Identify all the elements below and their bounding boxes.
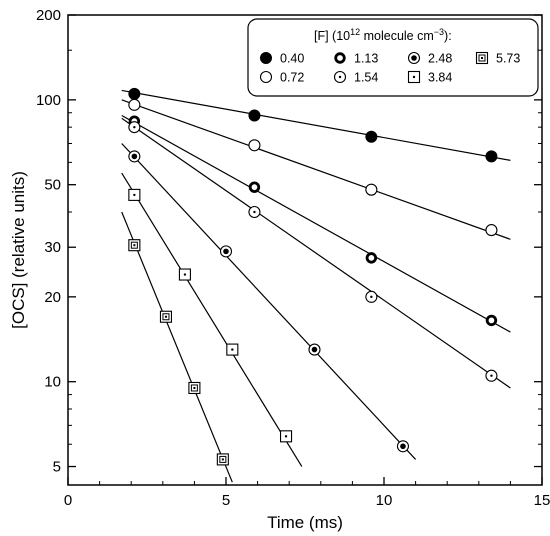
x-axis: 0 5 10 15 [64,477,550,509]
data-point-s4-2 [248,205,261,219]
y-tick-label: 30 [44,239,61,256]
data-point-s2-3 [365,183,378,196]
y-axis-label: [OCS] (relative units) [9,171,28,329]
data-point-s4-1 [128,121,141,134]
data-point-s3-2 [248,181,261,193]
legend-title-prefix: [F] (10 [314,29,350,43]
y-tick-label: 10 [44,374,61,391]
y-tick-label: 100 [36,92,61,109]
y-axis: 5 10 20 30 50 100 200 [36,7,542,476]
data-point-s2-2 [248,139,261,152]
data-point-s5-1 [128,150,141,163]
legend-label-5: 2.48 [428,52,452,66]
data-point-s1-4 [485,150,498,163]
data-point-s1-2 [248,109,261,122]
fit-line-7 [121,211,233,483]
fit-line-1 [121,89,511,161]
y-tick-label: 50 [44,177,61,194]
y-tick-label: 200 [36,7,61,24]
legend-label-7: 5.73 [496,52,520,66]
fit-lines [121,89,511,483]
data-point-s1-1 [128,87,141,100]
data-point-s6-1 [128,188,141,201]
legend-label-3: 1.13 [354,52,378,66]
x-tick-label: 10 [376,492,393,509]
fit-line-3 [121,114,511,333]
data-point-s7-3 [188,381,201,395]
data-point-s3-4 [485,314,498,327]
data-point-s1-3 [365,130,378,143]
x-axis-label: Time (ms) [267,513,343,532]
legend-label-1: 0.40 [280,52,304,66]
data-markers [128,87,498,466]
data-point-s6-4 [279,430,293,443]
legend-marker-3 [334,52,346,64]
y-tick-label: 20 [44,289,61,306]
legend: [F] (1012 molecule cm−3): 0.40 0.72 1.13 1.… [247,18,539,97]
fit-line-6 [121,172,303,467]
fit-line-2 [121,99,511,240]
legend-marker-2 [259,70,273,84]
legend-items: 0.40 0.72 1.13 1.54 2.48 3.84 5.73 [259,51,520,85]
legend-marker-5 [407,51,421,65]
data-point-s6-2 [178,268,191,281]
legend-title-sup1: 12 [350,27,360,37]
fit-line-4 [121,117,511,389]
legend-title: [F] (1012 molecule cm−3): [314,27,452,43]
data-point-s5-2 [219,245,233,258]
legend-title-mid: molecule cm [360,29,434,43]
data-point-s3-3 [365,252,378,264]
legend-marker-7 [475,51,489,65]
x-tick-label: 15 [534,492,550,509]
data-point-s7-4 [216,453,229,466]
x-tick-label: 0 [64,492,72,509]
legend-label-6: 3.84 [428,71,452,85]
legend-label-2: 0.72 [280,71,304,85]
legend-label-4: 1.54 [354,71,378,85]
legend-box [247,18,539,97]
data-point-s2-1 [128,98,141,111]
data-point-s5-4 [396,440,410,453]
data-point-s7-1 [128,239,141,252]
data-point-s4-3 [365,290,378,303]
legend-title-sup2: −3 [434,27,444,37]
plot-frame [67,14,543,486]
legend-title-suffix: ): [444,29,452,43]
legend-marker-6 [407,70,421,84]
fit-line-5 [121,143,417,460]
x-tick-label: 5 [222,492,230,509]
y-tick-label: 5 [53,459,61,476]
data-point-s7-2 [159,310,173,323]
data-point-s2-4 [485,224,498,237]
data-point-s4-4 [485,369,498,382]
legend-marker-4 [333,70,347,84]
data-point-s6-3 [226,343,239,356]
legend-marker-1 [260,52,272,64]
data-point-s5-3 [308,343,321,356]
